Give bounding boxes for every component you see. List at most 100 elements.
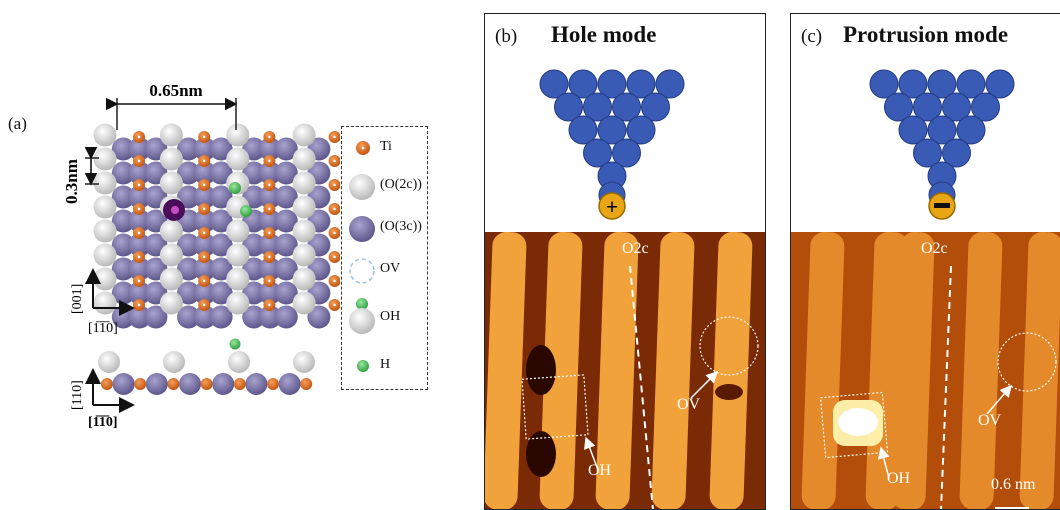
o3c-atom bbox=[111, 161, 135, 185]
ti-atom bbox=[167, 378, 180, 390]
o3c-atom bbox=[258, 257, 282, 281]
tip-atom bbox=[612, 92, 641, 122]
o2c-atom bbox=[159, 123, 183, 147]
stm-row bbox=[485, 232, 527, 509]
axis-1-10-bottom-label: [1̅1̅0] bbox=[88, 414, 118, 430]
o3c-atom bbox=[274, 257, 298, 281]
o2c-atom bbox=[93, 291, 117, 315]
ti-highlight bbox=[137, 135, 141, 139]
tip-atom bbox=[869, 69, 899, 99]
o2c-atom bbox=[159, 171, 183, 195]
o2c-atom bbox=[226, 243, 250, 267]
o3c-atom bbox=[193, 185, 217, 209]
stm-image-c bbox=[791, 232, 1060, 509]
o3c-atom bbox=[193, 305, 217, 329]
tip-atom bbox=[583, 92, 612, 122]
tip-atom bbox=[568, 69, 598, 99]
panel-b-title: Hole mode bbox=[551, 22, 657, 47]
ti-highlight bbox=[203, 183, 206, 187]
ti-highlight bbox=[268, 255, 271, 259]
ti-highlight bbox=[203, 159, 206, 163]
o3c-atom bbox=[209, 281, 233, 305]
o2c-atom bbox=[292, 171, 316, 195]
ov-label-b: OV bbox=[677, 396, 701, 413]
tip-atom bbox=[927, 115, 957, 145]
ti-highlight bbox=[268, 135, 271, 139]
tip-atom bbox=[913, 92, 942, 122]
dim-row-label: 0.3nm bbox=[62, 159, 81, 204]
tip-atom bbox=[626, 69, 656, 99]
stm-image-b bbox=[485, 232, 765, 509]
o3c-atom bbox=[278, 373, 301, 395]
ti-highlight bbox=[137, 183, 141, 187]
o3c-atom bbox=[193, 281, 217, 305]
ti-atom-icon bbox=[356, 141, 370, 155]
ti-highlight bbox=[268, 279, 271, 283]
o2c-atom bbox=[292, 195, 316, 219]
legend-label-o3c: (O(3c)) bbox=[380, 219, 422, 234]
o3c-atom-icon bbox=[349, 216, 375, 242]
ti-highlight bbox=[203, 303, 206, 307]
tip-atom bbox=[641, 92, 670, 122]
panel-c-title: Protrusion mode bbox=[843, 22, 1009, 47]
o3c-atom bbox=[145, 373, 168, 395]
tip-atom bbox=[884, 92, 913, 122]
ti-highlight bbox=[137, 303, 141, 307]
ti-highlight bbox=[333, 279, 336, 283]
o2c-atom bbox=[292, 123, 316, 147]
tip-atom bbox=[597, 115, 627, 145]
o2c-atom bbox=[292, 243, 316, 267]
o3c-atom bbox=[209, 161, 233, 185]
o2c-atom bbox=[159, 243, 183, 267]
o3c-atom bbox=[193, 233, 217, 257]
o3c-atom bbox=[274, 185, 298, 209]
side-view-lattice bbox=[98, 338, 315, 395]
ti-atom bbox=[300, 378, 313, 390]
legend-item-o2c: (O(2c)) bbox=[342, 171, 427, 201]
ti-highlight bbox=[137, 255, 141, 259]
o2c-atom bbox=[93, 219, 117, 243]
o3c-atom bbox=[193, 137, 217, 161]
o2c-atom bbox=[159, 147, 183, 171]
o3c-atom bbox=[274, 209, 298, 233]
ti-atom bbox=[267, 378, 279, 390]
scale-bar-label: 0.6 nm bbox=[991, 476, 1036, 493]
ti-highlight bbox=[137, 207, 141, 211]
o2c-atom bbox=[292, 267, 316, 291]
legend-item-ov: OV bbox=[342, 255, 427, 285]
panel-c-tag: (c) bbox=[801, 26, 823, 47]
tip-atom bbox=[942, 138, 971, 168]
o2c-atom-icon bbox=[349, 174, 375, 200]
o2c-atom bbox=[228, 351, 250, 373]
o3c-atom bbox=[209, 185, 233, 209]
tip-atom bbox=[655, 69, 685, 99]
panel-a-tag: (a) bbox=[8, 114, 27, 133]
o3c-atom bbox=[258, 305, 282, 329]
stm-tip-diagram-b: + bbox=[539, 69, 685, 220]
o3c-atom bbox=[245, 373, 268, 395]
o3c-atom bbox=[111, 185, 135, 209]
o3c-atom bbox=[177, 305, 200, 329]
oh-label-b: OH bbox=[588, 462, 612, 479]
surface-lattice bbox=[93, 123, 340, 329]
tip-bias-icon bbox=[598, 192, 626, 220]
panel-b-tag: (b) bbox=[495, 26, 518, 47]
o3c-atom bbox=[212, 373, 235, 395]
o3c-atom bbox=[128, 233, 152, 257]
ti-highlight bbox=[203, 279, 206, 283]
o2c-atom bbox=[93, 171, 117, 195]
legend-item-ti: Ti bbox=[342, 133, 427, 163]
tip-atom bbox=[554, 92, 583, 122]
o3c-atom bbox=[177, 281, 200, 305]
ti-highlight bbox=[137, 231, 141, 235]
tip-atom bbox=[626, 115, 656, 145]
hydrogen-icon bbox=[357, 360, 369, 372]
ti-highlight bbox=[333, 159, 336, 163]
ti-atom bbox=[101, 378, 113, 390]
o2c-atom bbox=[292, 291, 316, 315]
ti-highlight bbox=[268, 231, 271, 235]
h-atom bbox=[229, 182, 241, 194]
o3c-atom bbox=[209, 305, 233, 329]
o3c-atom bbox=[128, 185, 152, 209]
legend-label-ov: OV bbox=[380, 261, 401, 276]
